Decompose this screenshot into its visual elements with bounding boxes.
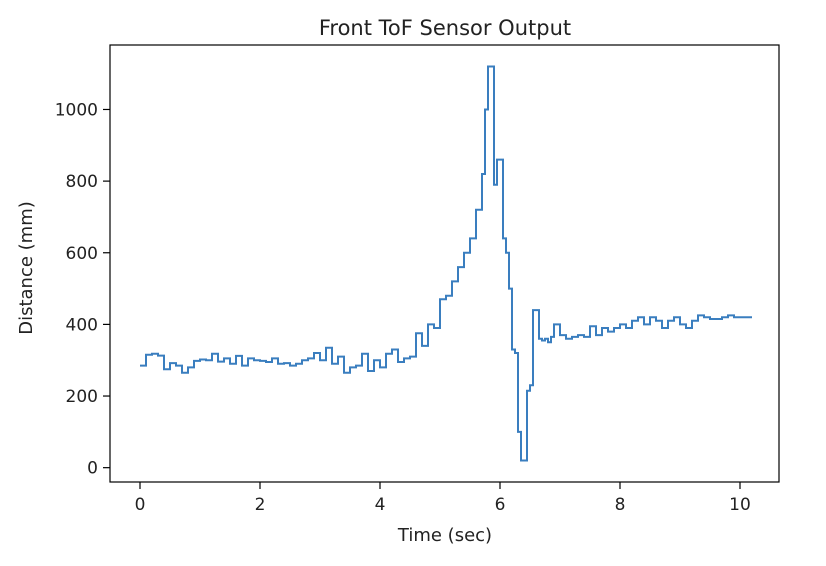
- x-tick-label: 8: [615, 495, 626, 515]
- y-tick-label: 1000: [55, 100, 98, 120]
- x-tick-label: 10: [729, 495, 751, 515]
- x-tick-label: 2: [255, 495, 266, 515]
- series-line: [140, 65, 752, 462]
- y-tick-label: 600: [66, 244, 98, 264]
- y-axis-label: Distance (mm): [16, 201, 37, 335]
- y-tick-label: 400: [66, 315, 98, 335]
- x-tick-label: 0: [135, 495, 146, 515]
- y-tick-label: 200: [66, 387, 98, 407]
- x-axis-ticks: 0 2 4 6 8 10: [135, 482, 751, 515]
- x-axis-label: Time (sec): [397, 525, 492, 546]
- y-axis-ticks: 0 200 400 600 800 1000: [55, 100, 110, 479]
- y-tick-label: 0: [87, 459, 98, 479]
- plot-area-frame: [109, 44, 780, 483]
- x-tick-label: 4: [375, 495, 386, 515]
- chart-title: Front ToF Sensor Output: [319, 16, 571, 40]
- y-tick-label: 800: [66, 172, 98, 192]
- x-tick-label: 6: [495, 495, 506, 515]
